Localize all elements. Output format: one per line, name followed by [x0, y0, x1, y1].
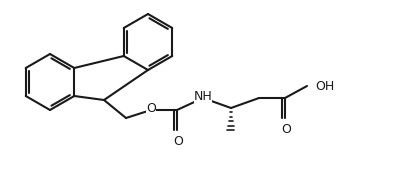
- Text: O: O: [146, 102, 156, 115]
- Text: NH: NH: [193, 89, 212, 102]
- Text: OH: OH: [314, 80, 333, 92]
- Text: O: O: [280, 123, 290, 136]
- Text: O: O: [173, 135, 183, 148]
